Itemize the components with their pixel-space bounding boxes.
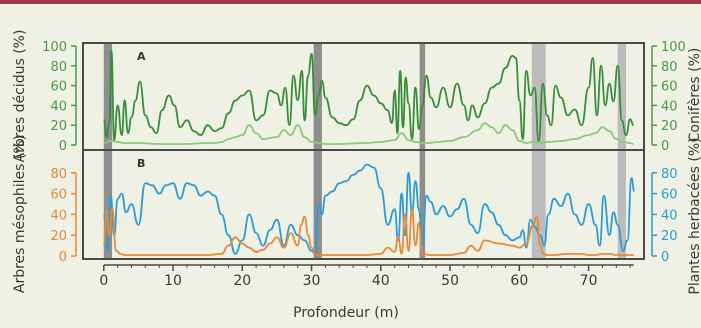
axis-tick-label: 20 [661, 119, 678, 134]
axis-tick-label: 20 [233, 273, 251, 289]
axis-tick-label: 60 [510, 273, 528, 289]
ylabel-mesophiles: Arbres mésophiles (%) [12, 135, 28, 293]
xlabel-depth: Profondeur (m) [293, 305, 399, 321]
axis-herbaceous-right: 0 20 40 60 80 [651, 167, 678, 265]
axis-tick-label: 0 [661, 250, 669, 265]
series-line-plantes-herbac-es [102, 163, 636, 255]
axis-tick-label: 20 [50, 119, 67, 134]
series-panel-b [102, 163, 636, 256]
series-panel-a [102, 50, 634, 145]
ylabel-deciduous: Arbres décidus (%) [12, 30, 28, 163]
axis-tick-label: 80 [661, 60, 678, 75]
axis-tick-label: 50 [441, 273, 459, 289]
series-line-arbres-m-sophiles [102, 207, 634, 256]
axis-conifers-right: 0 20 40 60 80 100 [651, 40, 686, 154]
ylabel-herbaceous: Plantes herbacées (%) [687, 137, 701, 294]
axis-tick-label: 30 [303, 273, 321, 289]
axis-tick-label: 40 [372, 273, 390, 289]
axis-tick-label: 0 [661, 139, 669, 154]
axis-deciduous-left: 0 20 40 60 80 100 [42, 40, 77, 154]
axis-tick-label: 20 [661, 229, 678, 244]
panel-label-a: A [137, 50, 146, 63]
axis-tick-label: 80 [50, 60, 67, 75]
series-line-conif-res [103, 122, 634, 145]
axis-tick-label: 70 [580, 273, 598, 289]
axis-mesophiles-left: 0 20 40 60 80 [50, 167, 77, 265]
panel-label-b: B [137, 157, 145, 170]
axis-tick-label: 20 [50, 229, 67, 244]
axis-tick-label: 60 [50, 188, 67, 203]
axis-tick-label: 0 [59, 139, 67, 154]
axis-tick-label: 40 [661, 99, 678, 114]
axis-tick-label: 0 [59, 250, 67, 265]
ylabel-conifers: Conifères (%) [687, 48, 701, 143]
axis-tick-label: 60 [661, 80, 678, 95]
axis-tick-label: 80 [50, 167, 67, 182]
top-rule [0, 0, 701, 4]
axis-tick-label: 100 [42, 40, 67, 55]
axis-tick-label: 60 [661, 188, 678, 203]
axis-tick-label: 80 [661, 167, 678, 182]
plot-background [0, 4, 701, 328]
axis-tick-label: 0 [99, 273, 108, 289]
series-line-arbres-d-cidus [102, 50, 634, 142]
axis-tick-label: 10 [164, 273, 182, 289]
axis-tick-label: 40 [661, 208, 678, 223]
axis-tick-label: 100 [661, 40, 686, 55]
axis-tick-label: 40 [50, 208, 67, 223]
axis-tick-label: 60 [50, 80, 67, 95]
axis-depth-bottom: 0 10 20 30 40 50 60 70 [99, 264, 634, 289]
axis-tick-label: 40 [50, 99, 67, 114]
